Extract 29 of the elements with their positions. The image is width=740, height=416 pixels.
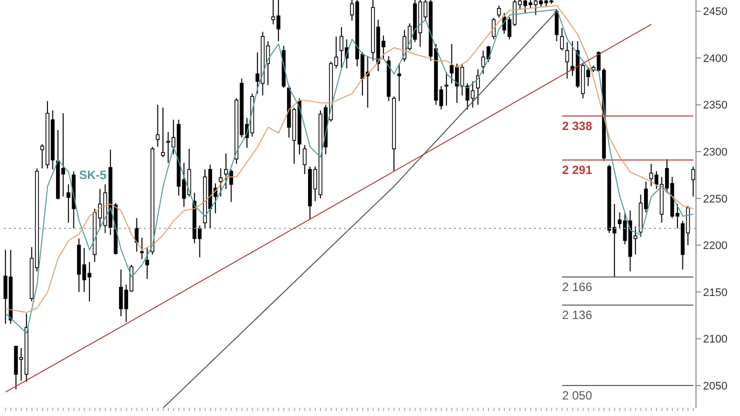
y-tick-label: 2100	[703, 334, 728, 346]
candlestick	[397, 63, 402, 102]
candlestick	[156, 104, 160, 148]
y-tick-label: 2350	[703, 100, 728, 112]
candlestick	[140, 237, 144, 260]
candlestick	[476, 68, 480, 106]
line-series	[5, 24, 652, 393]
ref-line-label: 2 166	[562, 280, 592, 294]
y-tick-label: 2300	[703, 146, 728, 158]
candlestick	[560, 28, 564, 52]
ref-line-label: 2 050	[562, 388, 592, 403]
series-label: SK-5	[79, 168, 107, 182]
y-tick-label: 2150	[703, 286, 728, 299]
y-tick-label: 2200	[703, 240, 728, 252]
y-tick-label: 2050	[703, 380, 728, 392]
y-tick-label: 2250	[703, 193, 728, 206]
candlestick	[161, 107, 165, 158]
candlestick	[497, 5, 501, 18]
candlestick	[565, 42, 570, 80]
y-tick-label: 2450	[703, 6, 728, 18]
candlestick	[218, 168, 223, 198]
candlestick	[691, 166, 696, 198]
ref-line-label: 2 136	[562, 308, 592, 322]
ref-line-label: 2 338	[562, 119, 592, 134]
candlestick	[145, 247, 150, 280]
y-tick-label: 2400	[703, 52, 728, 65]
candlestick	[444, 72, 448, 106]
candlestick	[302, 144, 307, 175]
ref-line-label: 2 291	[562, 163, 592, 178]
